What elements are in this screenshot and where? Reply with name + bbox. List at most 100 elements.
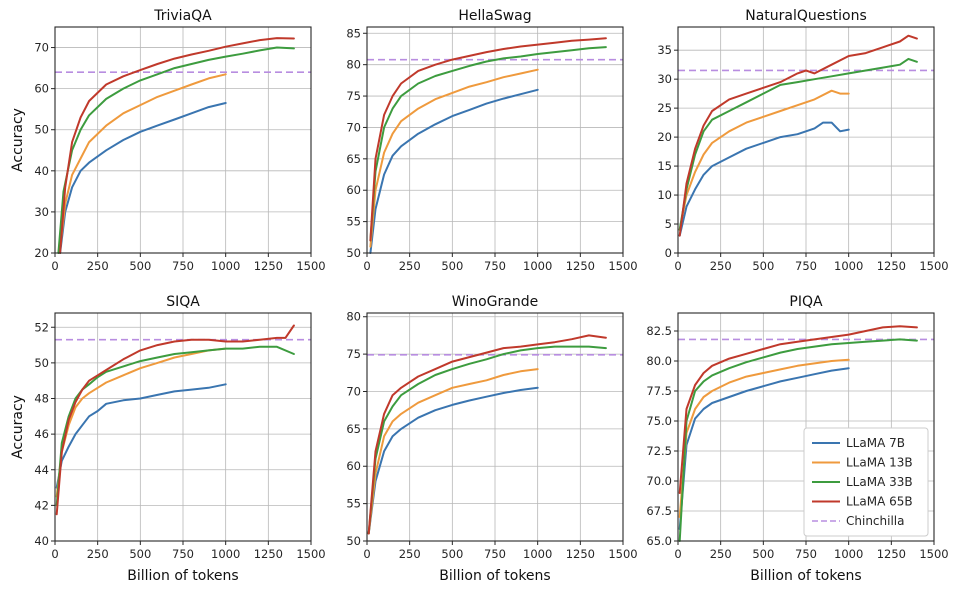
series-line-llama-13b [678,358,850,518]
y-tick-label: 30 [657,72,672,86]
x-tick-label: 1500 [919,259,948,273]
y-tick-label: 15 [657,159,672,173]
x-tick-label: 250 [87,547,109,561]
series-line-llama-33b [367,345,607,535]
y-axis-label: Accuracy [10,395,26,459]
panel-winogrande: 0 250 500 750 1000 1250 1500 50 55 60 65 70 75 80 Wino… [346,294,637,584]
x-tick-label: 0 [674,259,681,273]
legend-label-llama-65b: LLaMA 65B [846,495,913,509]
panel-siqa: 0 250 500 750 1000 1250 1500 40 42 44 46 48 50 52 SIQA… [10,294,326,584]
y-tick-label: 42 [34,498,49,512]
x-tick-label: 1500 [296,259,325,273]
series-line-llama-13b [678,89,850,231]
y-tick-label: 82.5 [646,324,672,338]
y-tick-label: 48 [34,392,49,406]
y-tick-label: 80 [346,310,361,324]
y-tick-label: 50 [34,123,49,137]
x-tick-label: 1000 [523,547,552,561]
panel-title: HellaSwag [458,8,531,24]
x-tick-label: 250 [710,259,732,273]
y-tick-label: 5 [665,217,672,231]
panel-triviaqa: 0 250 500 750 1000 1250 1500 20 30 40 50 60 70 Trivia… [10,8,326,273]
x-tick-label: 1250 [566,547,595,561]
x-tick-label: 1000 [523,259,552,273]
x-tick-label: 1250 [254,547,283,561]
y-tick-label: 80.0 [646,354,672,368]
x-tick-label: 500 [129,547,151,561]
x-tick-label: 1000 [834,547,863,561]
x-tick-label: 750 [795,547,817,561]
panel-title: PIQA [789,294,823,310]
legend-label-llama-13b: LLaMA 13B [846,456,913,470]
y-tick-label: 85 [346,26,361,40]
series-line-llama-13b [55,347,227,498]
y-tick-label: 80 [346,58,361,72]
y-tick-label: 60 [346,459,361,473]
x-tick-label: 250 [399,259,421,273]
y-tick-label: 65 [346,152,361,166]
series-line-llama-65b [59,37,295,254]
legend-label-chinchilla: Chinchilla [846,514,904,528]
y-tick-label: 50 [34,356,49,370]
x-tick-label: 1000 [211,259,240,273]
series-line-llama-13b [59,73,227,250]
series-line-llama-33b [57,46,295,254]
y-tick-label: 67.5 [646,504,672,518]
x-tick-label: 1000 [834,259,863,273]
series-line-llama-65b [369,37,607,242]
x-tick-label: 500 [441,259,463,273]
panel-hellaswag: 0 250 500 750 1000 1250 1500 50 55 60 65 70 75 80 85 He… [346,8,637,273]
y-tick-label: 0 [665,246,672,260]
panel-title: WinoGrande [452,294,538,310]
series-line-llama-65b [55,324,295,516]
y-tick-label: 60 [34,82,49,96]
y-tick-label: 40 [34,164,49,178]
legend-label-llama-33b: LLaMA 33B [846,475,913,489]
series-line-llama-65b [678,325,918,494]
x-tick-label: 1250 [254,259,283,273]
y-tick-label: 10 [657,188,672,202]
series-line-llama-13b [367,368,539,535]
series-line-llama-65b [367,334,607,535]
series-line-llama-7b [367,386,539,535]
y-tick-label: 20 [34,246,49,260]
x-tick-label: 750 [795,259,817,273]
series-line-llama-7b [369,88,539,254]
series-line-llama-65b [678,34,918,237]
x-tick-label: 750 [172,259,194,273]
y-tick-label: 77.5 [646,384,672,398]
x-tick-label: 1250 [877,547,906,561]
y-tick-label: 55 [346,215,361,229]
y-tick-label: 35 [657,43,672,57]
y-tick-label: 75.0 [646,414,672,428]
x-tick-label: 500 [441,547,463,561]
x-tick-label: 1000 [211,547,240,561]
y-tick-label: 70 [346,384,361,398]
y-tick-label: 70 [34,41,49,55]
x-tick-label: 0 [674,547,681,561]
series-line-llama-33b [678,338,918,542]
x-tick-label: 500 [752,547,774,561]
panel-piqa: 0 250 500 750 1000 1250 1500 65.0 67.5 70.0 72.5 75… [646,294,948,584]
y-tick-label: 30 [34,205,49,219]
y-tick-label: 70.0 [646,474,672,488]
x-tick-label: 750 [484,547,506,561]
x-tick-label: 0 [363,547,370,561]
series-line-llama-33b [369,46,607,242]
panel-title: TriviaQA [153,8,212,24]
x-tick-label: 1500 [608,259,637,273]
x-tick-label: 0 [363,259,370,273]
y-tick-label: 65.0 [646,534,672,548]
x-axis-label: Billion of tokens [750,568,861,584]
x-tick-label: 1500 [919,547,948,561]
x-tick-label: 500 [129,259,151,273]
series-line-llama-7b [678,367,850,530]
y-tick-label: 20 [657,130,672,144]
y-tick-label: 25 [657,101,672,115]
y-tick-label: 70 [346,120,361,134]
x-axis-label: Billion of tokens [127,568,238,584]
x-tick-label: 250 [87,259,109,273]
series-line-llama-7b [55,383,227,489]
y-tick-label: 72.5 [646,444,672,458]
y-tick-label: 46 [34,427,49,441]
